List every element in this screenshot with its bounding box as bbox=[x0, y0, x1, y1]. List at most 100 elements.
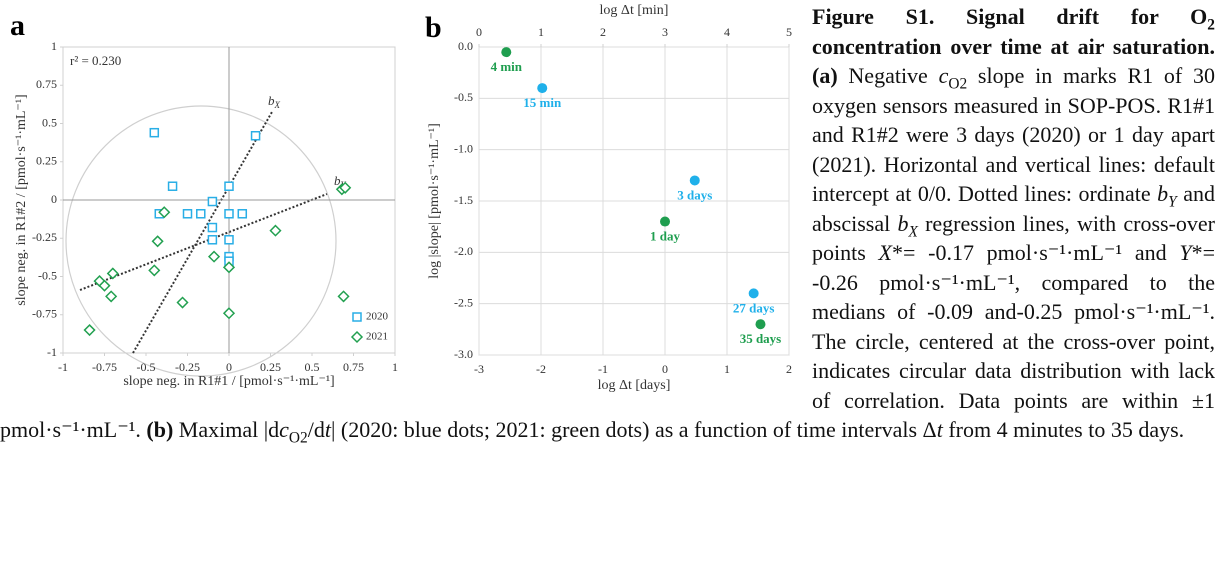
y-tick-label: -0.25 bbox=[32, 230, 57, 244]
point bbox=[207, 250, 221, 263]
y-axis-label: log |slope| [pmol·s⁻¹·mL⁻¹] bbox=[427, 123, 442, 279]
x-tick-label: 2 bbox=[786, 362, 792, 376]
annotation: r² = 0.230 bbox=[70, 53, 121, 68]
point bbox=[149, 127, 160, 138]
point bbox=[196, 209, 206, 219]
caption-text: b bbox=[897, 210, 909, 236]
x-tick-label: -1 bbox=[598, 362, 608, 376]
point bbox=[237, 209, 248, 219]
caption-text: b bbox=[1157, 181, 1169, 206]
caption-text: *= -0.17 pmol·s⁻¹·mL⁻¹ and bbox=[891, 240, 1180, 265]
x-tick-label: 0.5 bbox=[305, 360, 320, 374]
regression-label: bX bbox=[268, 93, 281, 110]
caption-text: t bbox=[324, 417, 331, 442]
caption-text: X bbox=[908, 222, 918, 240]
x-axis-label: slope neg. in R1#1 / [pmol·s⁻¹·mL⁻¹] bbox=[123, 374, 334, 389]
x-tick-label: -3 bbox=[474, 362, 484, 376]
caption-text: and abscissal bbox=[812, 181, 1215, 236]
caption-text: c bbox=[938, 63, 949, 88]
caption-text: Maximal |d bbox=[173, 417, 280, 442]
point-label: 1 day bbox=[650, 229, 680, 244]
regression-label-sub: X bbox=[274, 100, 281, 110]
caption-text: t bbox=[936, 417, 943, 442]
caption-text: X bbox=[878, 240, 892, 265]
chart: b log Δt [min] log Δt [days] log |slope|… bbox=[425, 3, 792, 393]
point bbox=[207, 235, 218, 245]
point bbox=[182, 209, 193, 219]
legend-label: 2020 bbox=[366, 311, 389, 323]
x-tick-label: -1 bbox=[58, 360, 68, 374]
x2-tick-label: 1 bbox=[538, 25, 544, 39]
panel-label: b bbox=[425, 11, 442, 44]
y-tick-label: 1 bbox=[51, 39, 57, 53]
caption-text: Y bbox=[1168, 193, 1177, 211]
point-label: 27 days bbox=[733, 300, 775, 315]
caption-text: from 4 minutes to 35 days. bbox=[942, 417, 1185, 442]
legend-label: 2021 bbox=[366, 331, 388, 343]
caption-text: regression lines, with cross-over points bbox=[812, 210, 1215, 266]
point bbox=[167, 181, 178, 191]
y-tick-label: -0.5 bbox=[38, 268, 57, 282]
regression-line bbox=[79, 193, 328, 291]
figure: a bX bY r² = 0.230 slope neg. in R1#1 / … bbox=[0, 0, 812, 402]
y-tick-label: 0.25 bbox=[36, 154, 57, 168]
point bbox=[105, 290, 118, 303]
y-tick-label: -3.0 bbox=[454, 347, 473, 361]
x-tick-label: 0 bbox=[662, 362, 668, 376]
x2-tick-label: 2 bbox=[600, 25, 606, 39]
x-tick-label: 1 bbox=[392, 360, 398, 374]
x2-tick-label: 0 bbox=[476, 25, 482, 39]
point-label: 35 days bbox=[740, 331, 782, 346]
point bbox=[207, 196, 218, 207]
point bbox=[158, 206, 171, 219]
y-axis-label: slope neg. in R1#2 / [pmol·s⁻¹·mL⁻¹] bbox=[14, 94, 29, 305]
point bbox=[83, 323, 96, 337]
x-tick-label: -0.25 bbox=[175, 360, 200, 374]
caption-text: | (2020: blue dots; 2021: green dots) as… bbox=[330, 417, 937, 442]
regression-label-base: b bbox=[334, 173, 341, 188]
y-tick-label: 0 bbox=[51, 192, 57, 206]
y-tick-label: -1 bbox=[47, 345, 57, 359]
point bbox=[250, 130, 261, 141]
x2-axis-label: log Δt [min] bbox=[600, 3, 669, 18]
x2-tick-label: 3 bbox=[662, 25, 668, 39]
point-label: 4 min bbox=[491, 59, 523, 74]
legend-marker bbox=[352, 312, 362, 322]
y-tick-label: -1.5 bbox=[454, 193, 473, 207]
point bbox=[755, 319, 766, 330]
point bbox=[222, 261, 236, 274]
point bbox=[337, 290, 350, 303]
y-tick-label: -0.5 bbox=[454, 90, 473, 104]
point bbox=[689, 175, 700, 186]
regression-line bbox=[132, 111, 273, 354]
distribution-circle bbox=[65, 105, 337, 377]
caption-text: Figure S1. Signal drift for O bbox=[812, 4, 1208, 29]
regression-label-base: b bbox=[268, 93, 275, 108]
x-tick-label: 0.25 bbox=[260, 360, 281, 374]
x-tick-label: -0.75 bbox=[92, 360, 117, 374]
caption-text: c bbox=[279, 417, 289, 442]
x2-tick-label: 4 bbox=[724, 25, 730, 39]
point bbox=[176, 296, 189, 309]
y-tick-label: 0.0 bbox=[458, 39, 473, 53]
caption-text: (b) bbox=[146, 417, 174, 442]
panel-label: a bbox=[10, 9, 25, 42]
caption-text: O2 bbox=[948, 75, 968, 93]
chart: a bX bY r² = 0.230 slope neg. in R1#1 / … bbox=[10, 9, 398, 389]
point bbox=[501, 47, 512, 58]
point bbox=[224, 209, 234, 219]
point bbox=[224, 235, 234, 245]
caption-text: Y bbox=[1179, 240, 1192, 265]
point bbox=[537, 83, 548, 94]
point bbox=[224, 181, 234, 191]
caption-text: 2 bbox=[1207, 16, 1215, 34]
point-label: 3 days bbox=[677, 187, 712, 202]
y-tick-label: 0.5 bbox=[42, 115, 57, 129]
point-label: 15 min bbox=[523, 95, 562, 110]
x-tick-label: -2 bbox=[536, 362, 546, 376]
point bbox=[106, 267, 119, 280]
caption-text: slope in marks R1 of 30 oxygen sensors m… bbox=[812, 63, 1215, 206]
point bbox=[660, 216, 670, 227]
caption-text: O2 bbox=[288, 429, 308, 447]
